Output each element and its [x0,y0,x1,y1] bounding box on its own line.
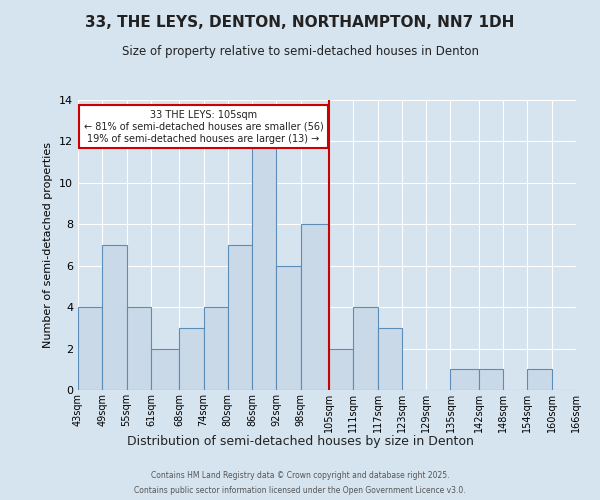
Text: Contains HM Land Registry data © Crown copyright and database right 2025.: Contains HM Land Registry data © Crown c… [151,471,449,480]
Bar [527,370,552,390]
Bar [353,307,377,390]
Bar [102,245,127,390]
Bar [203,307,228,390]
Y-axis label: Number of semi-detached properties: Number of semi-detached properties [43,142,53,348]
Bar [151,348,179,390]
Bar [451,370,479,390]
Bar [329,348,353,390]
Bar [301,224,329,390]
Bar [228,245,252,390]
Bar [127,307,151,390]
Text: Distribution of semi-detached houses by size in Denton: Distribution of semi-detached houses by … [127,435,473,448]
Text: Contains public sector information licensed under the Open Government Licence v3: Contains public sector information licen… [134,486,466,495]
Bar [479,370,503,390]
Bar [78,307,102,390]
Bar [377,328,402,390]
Text: 33 THE LEYS: 105sqm
← 81% of semi-detached houses are smaller (56)
19% of semi-d: 33 THE LEYS: 105sqm ← 81% of semi-detach… [83,110,323,144]
Text: Size of property relative to semi-detached houses in Denton: Size of property relative to semi-detach… [121,45,479,58]
Text: 33, THE LEYS, DENTON, NORTHAMPTON, NN7 1DH: 33, THE LEYS, DENTON, NORTHAMPTON, NN7 1… [85,15,515,30]
Bar [179,328,203,390]
Bar [252,142,277,390]
Bar [277,266,301,390]
